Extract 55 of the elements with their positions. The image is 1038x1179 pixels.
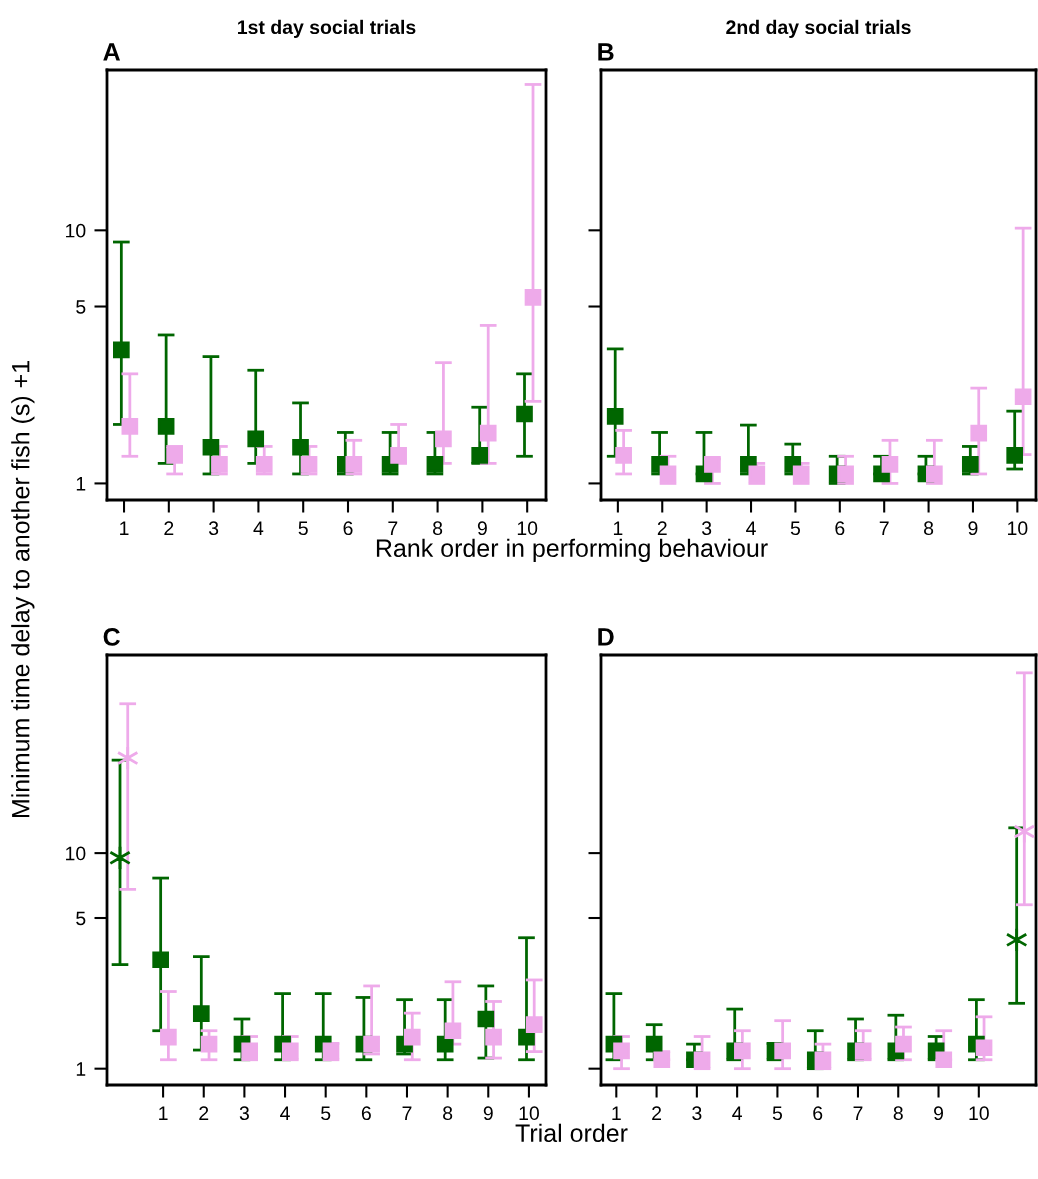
x-tick-label: 8 <box>924 521 934 536</box>
x-tick-label: 10 <box>519 1106 539 1121</box>
text: C <box>103 628 120 646</box>
x-tick-label: 7 <box>388 521 398 535</box>
x-tick-label: 10 <box>517 521 538 536</box>
x-tick-label: 6 <box>813 1106 823 1121</box>
x-tick-label: 1 <box>612 1106 621 1120</box>
x-tick-label: 1 <box>159 1106 168 1120</box>
x-tick-label: 7 <box>879 521 889 535</box>
x-tick-label: 6 <box>835 521 845 536</box>
x-tick-label: 9 <box>968 521 978 536</box>
x-tick-label: 7 <box>853 1106 863 1120</box>
x-tick-label: 6 <box>343 521 353 536</box>
x-tick-label: 7 <box>402 1106 412 1120</box>
chart-title: 1st day social trials <box>238 19 416 38</box>
x-axis-title: Rank order in performing behaviour <box>376 538 768 562</box>
x-tick-label: 3 <box>692 1106 702 1121</box>
x-tick-label: 1 <box>120 521 129 535</box>
y-tick-label: 5 <box>76 300 86 314</box>
x-axis-title: Trial order <box>515 1123 628 1143</box>
x-tick-label: 9 <box>477 521 487 536</box>
x-tick-label: 10 <box>969 1106 989 1121</box>
x-tick-label: 8 <box>893 1106 903 1121</box>
x-tick-label: 4 <box>732 1106 742 1120</box>
x-tick-label: 4 <box>746 521 756 535</box>
x-tick-label: 2 <box>164 521 174 535</box>
x-tick-label: 2 <box>199 1106 209 1120</box>
chart-title: 2nd day social trials <box>726 19 911 38</box>
x-tick-label: 1 <box>613 521 623 535</box>
x-tick-label: 8 <box>443 1106 453 1121</box>
x-tick-label: 6 <box>361 1106 371 1121</box>
x-tick-label: 5 <box>321 1106 331 1121</box>
x-tick-label: 9 <box>483 1106 493 1121</box>
x-tick-label: 5 <box>772 1106 783 1121</box>
x-tick-label: 3 <box>208 521 219 536</box>
x-tick-label: 8 <box>433 521 443 536</box>
x-tick-label: 5 <box>790 521 801 536</box>
x-tick-label: 2 <box>652 1106 662 1120</box>
y-tick-label: 5 <box>76 911 86 926</box>
x-tick-label: 3 <box>701 521 712 536</box>
y-tick-label: 10 <box>66 846 86 861</box>
x-tick-label: 4 <box>280 1106 290 1120</box>
x-tick-label: 5 <box>298 521 308 536</box>
x-tick-label: 4 <box>253 521 264 535</box>
text: A <box>103 43 120 61</box>
x-tick-label: 2 <box>657 521 667 535</box>
x-tick-label: 9 <box>934 1106 944 1121</box>
x-tick-label: 3 <box>239 1106 249 1121</box>
y-tick-label: 10 <box>66 223 86 238</box>
x-tick-label: 10 <box>1008 521 1028 536</box>
y-axis-title: Minimum time delay to another fish (s) +1 <box>11 361 35 818</box>
text: D <box>598 628 614 646</box>
text: B <box>598 43 614 61</box>
y-tick-label: 1 <box>76 1062 86 1076</box>
y-tick-label: 1 <box>76 477 86 491</box>
